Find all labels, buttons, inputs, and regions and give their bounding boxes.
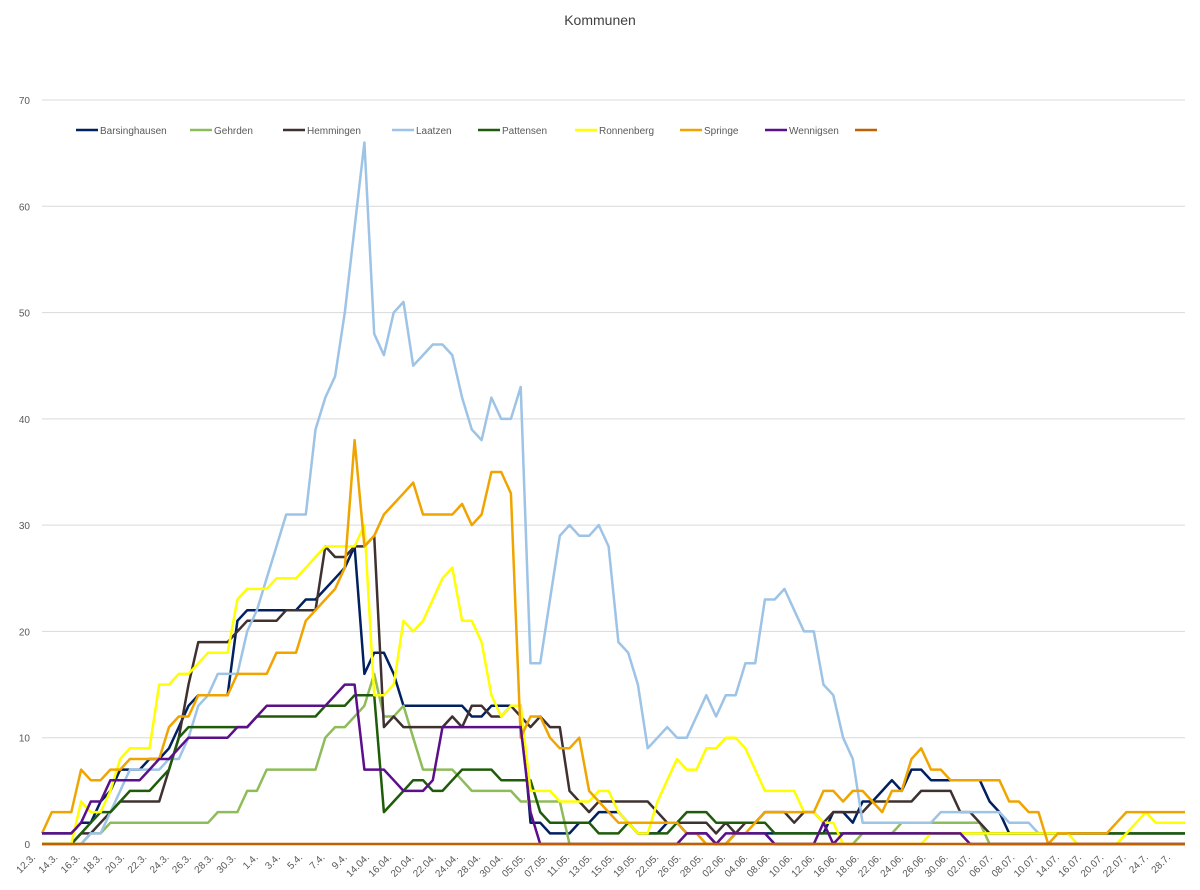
x-tick-label: 24.04. — [434, 852, 461, 879]
legend-label: Hemmingen — [307, 126, 361, 137]
y-tick-label: 70 — [19, 96, 31, 107]
x-tick-label: 14.07. — [1034, 852, 1061, 879]
x-tick-label: 16.3. — [59, 852, 83, 876]
x-tick-label: 28.04. — [456, 852, 483, 879]
x-tick-label: 11.05. — [545, 852, 572, 879]
x-tick-label: 1.4. — [241, 852, 261, 872]
x-tick-label: 16.07. — [1057, 852, 1084, 879]
x-tick-label: 19.05. — [612, 852, 639, 879]
x-tick-label: 12.3. — [15, 852, 39, 876]
x-tick-label: 26.3. — [170, 852, 194, 876]
x-tick-label: 22.05. — [634, 852, 661, 879]
x-tick-label: 7.4. — [308, 852, 328, 872]
chart-title: Kommunen — [564, 12, 636, 28]
x-tick-label: 06.07. — [968, 852, 995, 879]
x-tick-label: 28.05. — [678, 852, 705, 879]
x-tick-label: 3.4. — [263, 852, 283, 872]
x-tick-label: 24.7. — [1127, 852, 1151, 876]
y-tick-label: 30 — [19, 521, 31, 532]
x-tick-label: 24.3. — [148, 852, 172, 876]
series-line-ronnenberg — [42, 523, 1185, 846]
x-tick-label: 22.07. — [1101, 852, 1128, 879]
x-tick-label: 30.3. — [215, 852, 239, 876]
x-tick-label: 13.05. — [567, 852, 594, 879]
x-tick-label: 30.06. — [923, 852, 950, 879]
x-tick-label: 02.06. — [701, 852, 728, 879]
legend-label: Ronnenberg — [599, 126, 654, 137]
x-tick-label: 28.3. — [193, 852, 217, 876]
x-tick-label: 18.06. — [834, 852, 861, 879]
x-tick-label: 26.05. — [656, 852, 683, 879]
x-tick-label: 05.05. — [500, 852, 527, 879]
legend-label: Springe — [704, 126, 739, 137]
x-tick-label: 20.07. — [1079, 852, 1106, 879]
x-tick-label: 26.06. — [901, 852, 928, 879]
y-tick-label: 0 — [24, 840, 30, 851]
x-tick-label: 12.06. — [790, 852, 817, 879]
x-tick-label: 20.04. — [389, 852, 416, 879]
x-tick-label: 22.3. — [126, 852, 150, 876]
x-tick-label: 10.06. — [767, 852, 794, 879]
x-tick-label: 08.06. — [745, 852, 772, 879]
legend-label: Barsinghausen — [100, 126, 167, 137]
x-tick-label: 24.06. — [879, 852, 906, 879]
legend-label: Pattensen — [502, 126, 547, 137]
legend-label: Laatzen — [416, 126, 452, 137]
x-tick-label: 16.04. — [367, 852, 394, 879]
x-tick-label: 18.3. — [81, 852, 105, 876]
x-tick-label: 16.06. — [812, 852, 839, 879]
series-line-barsinghausen — [42, 545, 1185, 846]
y-tick-label: 20 — [19, 627, 31, 638]
y-tick-label: 50 — [19, 309, 31, 320]
x-tick-label: 04.06. — [723, 852, 750, 879]
x-tick-label: 30.04. — [478, 852, 505, 879]
x-tick-label: 07.05. — [523, 852, 550, 879]
x-tick-label: 14.3. — [37, 852, 61, 876]
series-line-springe — [40, 438, 1185, 846]
series-line-wennigsen — [42, 683, 1185, 846]
legend-label: Gehrden — [214, 126, 253, 137]
y-tick-label: 10 — [19, 734, 31, 745]
series-line-laatzen — [42, 141, 1185, 846]
x-tick-label: 10.07. — [1012, 852, 1039, 879]
x-tick-label: 22.06. — [856, 852, 883, 879]
x-tick-label: 20.3. — [104, 852, 128, 876]
x-tick-label: 5.4. — [286, 852, 306, 872]
x-tick-label: 14.04. — [345, 852, 372, 879]
x-tick-label: 28.7. — [1150, 852, 1174, 876]
x-tick-label: 22.04. — [411, 852, 438, 879]
y-tick-label: 40 — [19, 415, 31, 426]
x-tick-label: 08.07. — [990, 852, 1017, 879]
x-tick-label: 15.05. — [589, 852, 616, 879]
y-tick-label: 60 — [19, 202, 31, 213]
legend-label: Wennigsen — [789, 126, 839, 137]
x-tick-label: 02.07. — [945, 852, 972, 879]
